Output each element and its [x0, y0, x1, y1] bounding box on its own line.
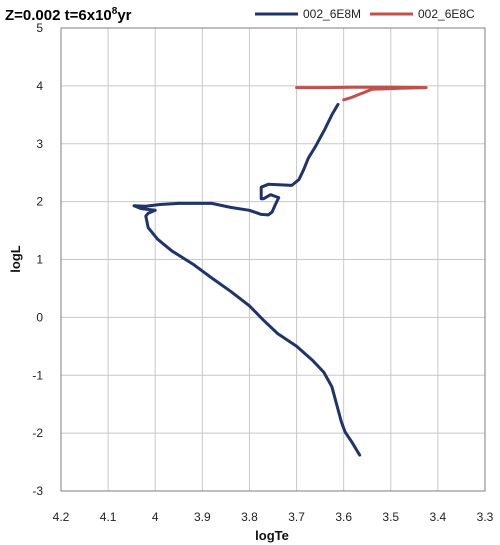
series-line-002_6E8C: [295, 85, 428, 102]
x-tick-label: 3.7: [288, 510, 305, 524]
y-tick-label: -1: [32, 368, 43, 382]
x-tick-label: 3.8: [241, 510, 258, 524]
y-tick-label: 1: [36, 253, 43, 267]
y-tick-label: 3: [36, 137, 43, 151]
x-tick-label: 4: [152, 510, 159, 524]
x-axis-title: logTe: [255, 528, 289, 543]
chart-title-suffix: yr: [117, 7, 131, 24]
chart-title-sup: 8: [112, 6, 118, 17]
series-line-002_6E8M: [132, 102, 362, 457]
y-tick-label: -2: [32, 426, 43, 440]
x-tick-label: 3.9: [194, 510, 211, 524]
x-tick-label: 3.5: [382, 510, 399, 524]
series-layer: [132, 85, 428, 457]
tick-labels: 4.2 4.1 4 3.9 3.8 3.7 3.6 3.5 3.4 3.3 -3 -2 -1 0 1 2 3 4 5: [32, 21, 493, 524]
y-tick-label: -3: [32, 484, 43, 498]
chart-title-prefix: Z=0.002 t=6x10: [5, 7, 112, 24]
x-tick-label: 4.2: [53, 510, 70, 524]
chart-title: Z=0.002 t=6x108yr: [5, 6, 132, 24]
legend-label-0: 002_6E8M: [303, 7, 361, 21]
x-tick-label: 3.3: [477, 510, 494, 524]
gridlines: [60, 27, 486, 492]
plot-area: [60, 27, 486, 492]
y-axis-title: logL: [8, 245, 23, 272]
legend-label-1: 002_6E8C: [418, 7, 475, 21]
x-tick-label: 4.1: [100, 510, 117, 524]
legend: 002_6E8M 002_6E8C: [255, 7, 475, 21]
x-tick-label: 3.4: [430, 510, 447, 524]
y-tick-label: 4: [36, 79, 43, 93]
y-tick-label: 0: [36, 310, 43, 324]
x-tick-label: 3.6: [335, 510, 352, 524]
y-tick-label: 2: [36, 195, 43, 209]
y-tick-label: 5: [36, 21, 43, 35]
